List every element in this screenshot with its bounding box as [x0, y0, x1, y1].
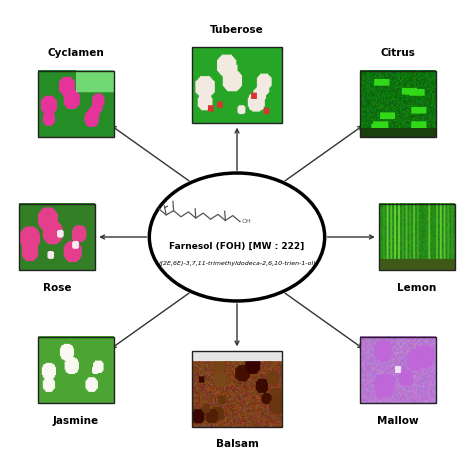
Text: Balsam: Balsam	[216, 439, 258, 449]
Text: Cyclamen: Cyclamen	[47, 48, 104, 58]
Text: Jasmine: Jasmine	[53, 416, 99, 426]
Bar	[19, 204, 95, 270]
Text: OH: OH	[242, 219, 252, 224]
Text: Mallow: Mallow	[377, 416, 419, 426]
Bar	[38, 71, 114, 137]
Text: ((2E,6E)-3,7,11-trimethyldodeca-2,6,10-trien-1-ol): ((2E,6E)-3,7,11-trimethyldodeca-2,6,10-t…	[158, 261, 316, 265]
Text: Tuberose: Tuberose	[210, 25, 264, 35]
Text: Lemon: Lemon	[398, 283, 437, 293]
Text: Citrus: Citrus	[381, 48, 416, 58]
Bar	[192, 47, 282, 123]
Bar	[192, 351, 282, 427]
Bar	[360, 337, 436, 403]
Text: Farnesol (FOH) [MW : 222]: Farnesol (FOH) [MW : 222]	[169, 242, 305, 251]
Text: Rose: Rose	[43, 283, 71, 293]
Bar	[360, 71, 436, 137]
Bar	[38, 337, 114, 403]
Bar	[379, 204, 455, 270]
